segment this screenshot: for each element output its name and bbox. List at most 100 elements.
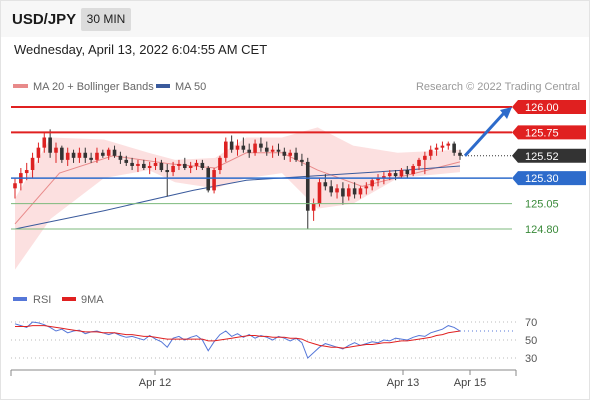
rsi-line	[14, 321, 461, 359]
candle-body	[458, 152, 462, 156]
candle-body	[311, 203, 316, 211]
candle-body	[118, 155, 123, 160]
candle-body	[153, 162, 158, 166]
datetime-label: Wednesday, April 13, 2022 6:04:55 AM CET	[14, 42, 268, 57]
candle	[188, 161, 193, 174]
candle	[288, 149, 292, 162]
candle-body	[405, 170, 410, 175]
candle	[452, 141, 456, 156]
candle	[54, 142, 58, 163]
candle-body	[106, 149, 111, 156]
candle	[428, 145, 433, 160]
candle	[112, 145, 117, 158]
candle	[77, 147, 82, 163]
candle	[358, 186, 363, 199]
candle-body	[264, 147, 269, 152]
candle	[305, 157, 310, 229]
candle-body	[159, 162, 164, 171]
candle	[177, 159, 181, 171]
candle	[142, 159, 146, 171]
timeframe-button[interactable]: 30 MIN	[81, 8, 131, 31]
candle-body	[101, 152, 105, 156]
candle-body	[112, 149, 117, 156]
candle	[229, 135, 234, 153]
candle	[147, 161, 152, 175]
candle	[341, 182, 345, 205]
x-axis-ticks: Apr 12 Apr 13 Apr 15	[139, 370, 486, 389]
candle	[329, 180, 333, 197]
candle	[434, 143, 439, 156]
candle-body	[30, 157, 35, 171]
candle	[370, 178, 374, 191]
candle	[153, 157, 158, 171]
candle-body	[235, 145, 240, 150]
candle-body	[241, 145, 246, 150]
candle	[171, 161, 175, 177]
candle-body	[428, 149, 433, 156]
candle	[218, 155, 222, 175]
rsi-tick-label: 30	[525, 353, 537, 365]
candle	[30, 152, 35, 179]
candle	[136, 159, 140, 173]
candle	[95, 147, 99, 163]
candle-body	[276, 149, 281, 152]
candle-body	[165, 170, 170, 173]
candle-body	[183, 163, 187, 168]
candle-body	[177, 163, 181, 166]
candle-body	[48, 137, 52, 153]
candle-body	[77, 152, 82, 158]
candle-body	[229, 141, 234, 150]
ma9-legend-label: 9MA	[81, 294, 104, 306]
candle	[241, 137, 246, 153]
candle-body	[130, 162, 134, 166]
price-level-tag	[512, 100, 586, 114]
x-tick-label: Apr 12	[139, 377, 171, 389]
candle	[364, 182, 369, 195]
candle-body	[200, 162, 205, 168]
candle-body	[259, 143, 263, 148]
candle	[399, 168, 404, 179]
candle-body	[36, 147, 41, 158]
candle-body	[305, 161, 310, 211]
candle-body	[206, 168, 211, 191]
candle	[259, 137, 263, 152]
candle	[48, 129, 52, 158]
candle-body	[452, 143, 456, 153]
rsi-plot: 70 50 30	[11, 317, 537, 365]
candle	[376, 174, 380, 187]
candle	[235, 139, 240, 156]
candle	[101, 149, 105, 158]
candle-body	[288, 152, 292, 156]
candle	[352, 182, 357, 199]
candle-body	[411, 165, 415, 175]
candle	[124, 155, 129, 166]
price-level-label: 124.80	[525, 224, 559, 236]
candle-body	[136, 163, 140, 166]
candle-body	[60, 147, 64, 160]
x-tick-label: Apr 15	[454, 377, 486, 389]
x-tick-label: Apr 13	[387, 377, 419, 389]
candle-body	[423, 155, 427, 160]
candle-body	[95, 152, 99, 160]
copyright-label: Research © 2022 Trading Central	[416, 81, 580, 93]
candle	[118, 151, 123, 164]
rsi-tick-label: 70	[525, 317, 537, 329]
candle-body	[247, 149, 252, 153]
symbol-title: USD/JPY	[12, 11, 77, 28]
candle	[264, 141, 269, 156]
candle-body	[434, 147, 439, 150]
candle	[440, 141, 445, 152]
candle-body	[282, 151, 287, 156]
ma20-legend-label: MA 20 + Bollinger Bands	[33, 81, 154, 93]
candle-body	[212, 170, 216, 191]
candle-body	[294, 152, 298, 160]
candle	[165, 163, 170, 197]
rsi-tick-label: 50	[525, 335, 537, 347]
price-level-label: 125.52	[525, 151, 559, 163]
candle-body	[71, 152, 76, 158]
candle-body	[253, 143, 257, 153]
candle	[282, 147, 287, 160]
candle	[89, 152, 93, 163]
ma50-legend-label: MA 50	[175, 81, 206, 93]
